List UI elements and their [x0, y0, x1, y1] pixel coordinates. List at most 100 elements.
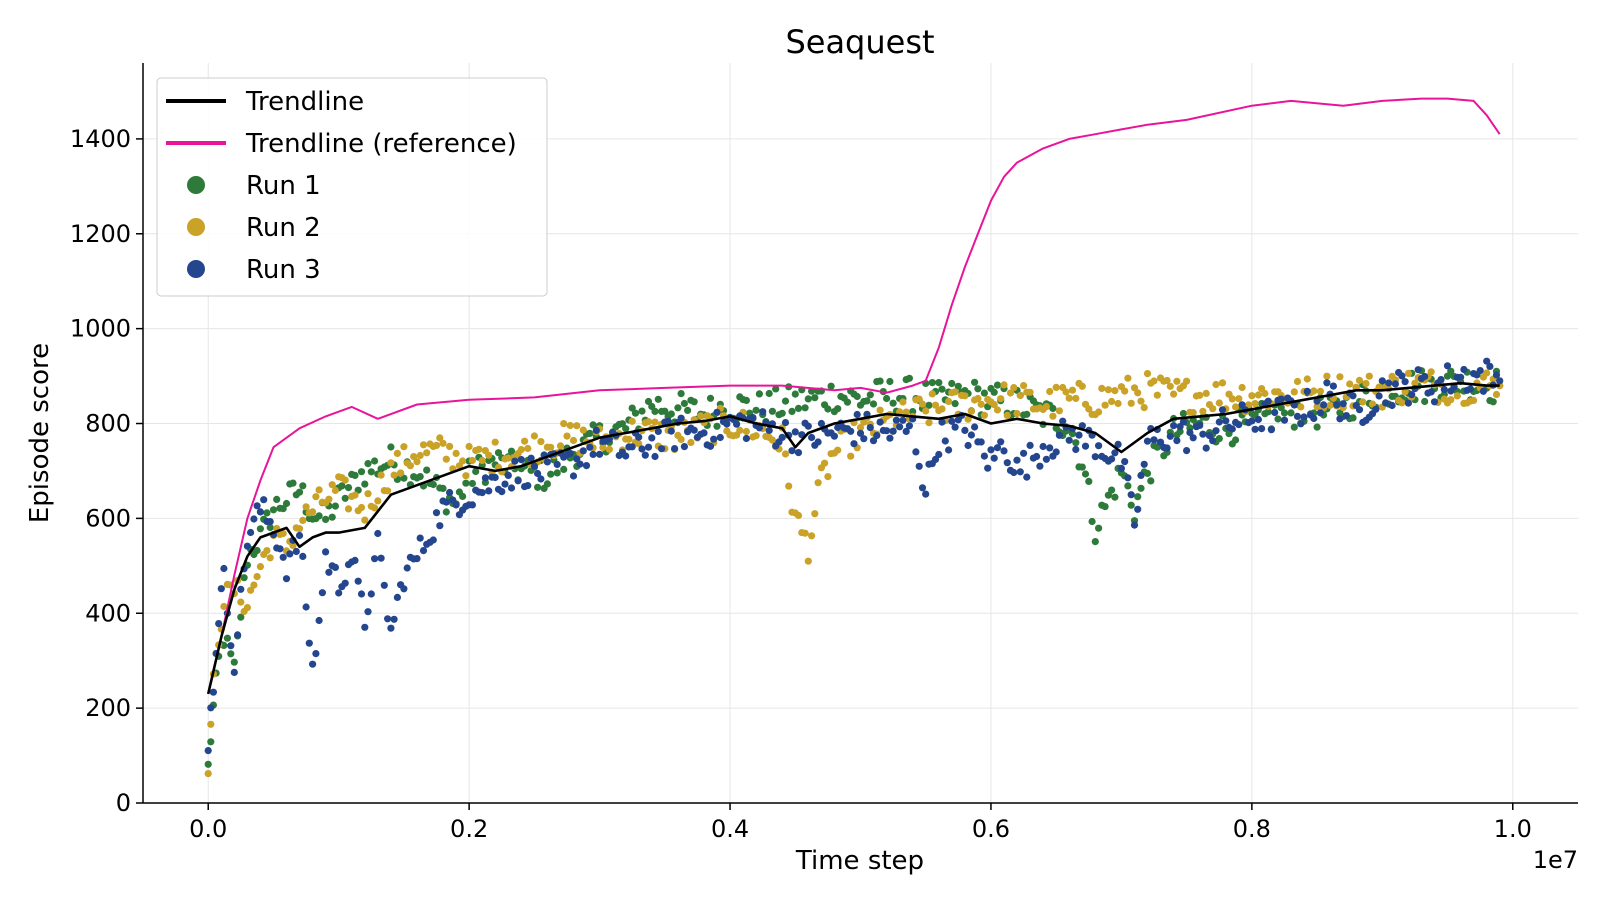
scatter-point — [1068, 430, 1077, 438]
scatter-point — [1297, 420, 1305, 428]
scatter-point — [886, 377, 894, 386]
scatter-point — [912, 448, 920, 456]
scatter-point — [569, 436, 578, 445]
scatter-point — [377, 471, 385, 479]
scatter-point — [530, 462, 539, 470]
scatter-point — [781, 397, 790, 405]
scatter-point — [993, 406, 1002, 414]
scatter-point — [494, 449, 503, 457]
scatter-point — [856, 424, 865, 432]
scatter-point — [1013, 410, 1021, 418]
scatter-point — [905, 374, 914, 382]
scatter-point — [1039, 442, 1047, 451]
scatter-point — [1062, 388, 1070, 396]
scatter-point — [573, 422, 581, 430]
scatter-point — [1483, 357, 1491, 365]
scatter-point — [1408, 391, 1416, 399]
scatter-point — [371, 457, 379, 465]
legend-label: Run 1 — [246, 171, 321, 201]
scatter-point — [263, 509, 271, 517]
scatter-point — [915, 462, 923, 470]
scatter-point — [318, 589, 326, 597]
scatter-point — [1199, 407, 1207, 415]
scatter-point — [223, 634, 231, 642]
scatter-point — [1134, 389, 1142, 397]
scatter-point — [1033, 452, 1041, 461]
scatter-point — [344, 505, 353, 513]
scatter-point — [1000, 381, 1008, 389]
scatter-point — [1098, 384, 1106, 392]
scatter-point — [801, 529, 809, 537]
y-tick-label: 800 — [85, 410, 131, 438]
scatter-point — [980, 452, 989, 460]
legend-marker-swatch — [187, 218, 205, 236]
scatter-point — [1101, 401, 1109, 409]
scatter-point — [543, 458, 552, 466]
scatter-point — [1375, 383, 1383, 391]
scatter-point — [429, 536, 437, 544]
scatter-point — [1072, 439, 1080, 447]
scatter-point — [586, 429, 594, 437]
scatter-point — [1261, 389, 1269, 398]
scatter-point — [596, 450, 604, 458]
scatter-point — [439, 484, 447, 492]
scatter-point — [847, 452, 855, 460]
scatter-point — [269, 506, 278, 514]
scatter-point — [315, 486, 323, 494]
scatter-point — [896, 408, 904, 416]
scatter-point — [1196, 421, 1204, 429]
scatter-point — [361, 516, 369, 524]
scatter-point — [325, 495, 333, 503]
scatter-point — [507, 447, 516, 455]
scatter-point — [768, 407, 777, 415]
scatter-point — [1349, 414, 1357, 422]
scatter-point — [220, 564, 228, 573]
scatter-point — [648, 434, 656, 442]
scatter-point — [1479, 387, 1487, 395]
scatter-point — [1254, 391, 1262, 399]
scatter-point — [1209, 405, 1217, 413]
scatter-point — [1421, 397, 1429, 406]
scatter-point — [1362, 379, 1370, 388]
scatter-point — [984, 464, 992, 472]
scatter-point — [1095, 524, 1103, 532]
scatter-point — [781, 450, 790, 458]
scatter-point — [256, 508, 264, 516]
scatter-point — [1248, 417, 1256, 425]
scatter-point — [230, 668, 238, 677]
trendline — [206, 381, 1500, 695]
scatter-point — [266, 523, 274, 532]
scatter-point — [622, 425, 630, 433]
scatter-point — [338, 482, 346, 490]
scatter-point — [951, 400, 959, 408]
scatter-point — [1052, 448, 1060, 456]
scatter-point — [873, 431, 881, 440]
scatter-point — [706, 394, 715, 402]
scatter-point — [866, 424, 874, 432]
scatter-point — [289, 479, 297, 487]
scatter-point — [794, 449, 803, 457]
scatter-point — [556, 442, 565, 450]
scatter-point — [1310, 387, 1318, 395]
scatter-point — [706, 442, 715, 450]
scatter-point — [1228, 395, 1236, 403]
axes — [142, 63, 1578, 804]
scatter-point — [892, 416, 901, 424]
scatter-point — [808, 433, 816, 442]
scatter-point — [1303, 375, 1311, 383]
scatter-point — [938, 405, 946, 413]
scatter-point — [889, 427, 897, 435]
scatter-point — [400, 443, 408, 451]
y-axis-ticks: 0 200 400 600 800 1000 1200 1400 — [70, 125, 143, 817]
scatter-point — [987, 446, 995, 454]
scatter-point — [866, 391, 874, 399]
legend-marker-swatch — [187, 260, 205, 278]
scatter-point — [772, 385, 780, 393]
scatter-point — [1430, 398, 1439, 406]
scatter-point — [309, 660, 317, 668]
scatter-point — [266, 518, 274, 526]
scatter-point — [1401, 378, 1409, 386]
scatter-point — [1117, 464, 1125, 472]
scatter-point — [1127, 399, 1135, 407]
scatter-point — [1150, 436, 1158, 444]
